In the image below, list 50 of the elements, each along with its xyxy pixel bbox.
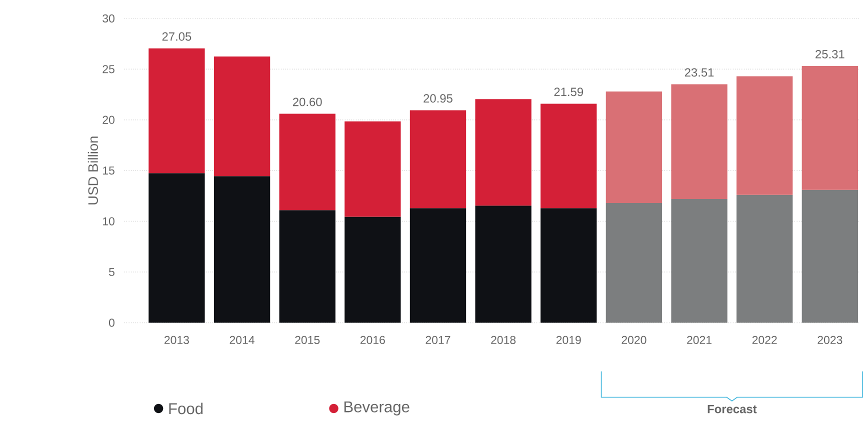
- bar: [606, 92, 662, 204]
- bar: [279, 210, 336, 323]
- x-tick-label: 2016: [360, 336, 385, 344]
- y-tick-label: 0: [108, 318, 114, 327]
- x-tick-label: 2019: [556, 336, 581, 344]
- x-tick-label: 2013: [164, 336, 189, 344]
- bar: [410, 110, 466, 208]
- bar: [344, 121, 401, 217]
- y-axis-title: USD Billion: [88, 136, 98, 204]
- y-tick-label: 15: [103, 166, 114, 175]
- bar: [214, 176, 270, 323]
- x-tick-label: 2023: [818, 336, 842, 344]
- y-tick-label: 20: [102, 116, 114, 124]
- bar: [214, 56, 270, 176]
- bar: [279, 114, 336, 210]
- total-label: 23.51: [684, 68, 714, 77]
- bar: [148, 48, 205, 174]
- bar: [475, 99, 532, 206]
- bar: [671, 84, 728, 200]
- x-tick-label: 2022: [752, 336, 777, 344]
- bar: [344, 216, 401, 323]
- bar: [802, 190, 858, 323]
- bar: [540, 208, 597, 323]
- y-tick-label: 5: [109, 268, 114, 276]
- bar: [606, 203, 662, 323]
- bar: [410, 208, 466, 323]
- bar: [671, 199, 728, 323]
- total-label: 21.59: [554, 88, 584, 96]
- x-tick-label: 2014: [230, 336, 254, 344]
- bar: [802, 66, 858, 190]
- total-label: 20.60: [293, 98, 322, 106]
- bar: [475, 206, 532, 323]
- text: Forecast: [708, 405, 757, 414]
- x-tick-label: 2017: [426, 336, 450, 344]
- bar: [540, 104, 597, 208]
- legend-label: Food: [169, 402, 203, 414]
- x-tick-label: 2015: [295, 336, 320, 344]
- x-tick-label: 2020: [622, 336, 646, 344]
- legend-label: Beverage: [344, 402, 410, 416]
- y-tick-label: 25: [102, 65, 114, 74]
- total-label: 25.31: [816, 50, 844, 58]
- bar: [736, 194, 793, 323]
- x-tick-label: 2018: [491, 336, 516, 344]
- y-tick-label: 10: [103, 217, 114, 226]
- bar: [148, 173, 205, 323]
- bar: [736, 76, 793, 195]
- total-label: 27.05: [162, 32, 192, 41]
- y-tick-label: 30: [102, 14, 114, 23]
- total-label: 20.95: [424, 94, 452, 103]
- x-tick-label: 2021: [687, 336, 712, 344]
